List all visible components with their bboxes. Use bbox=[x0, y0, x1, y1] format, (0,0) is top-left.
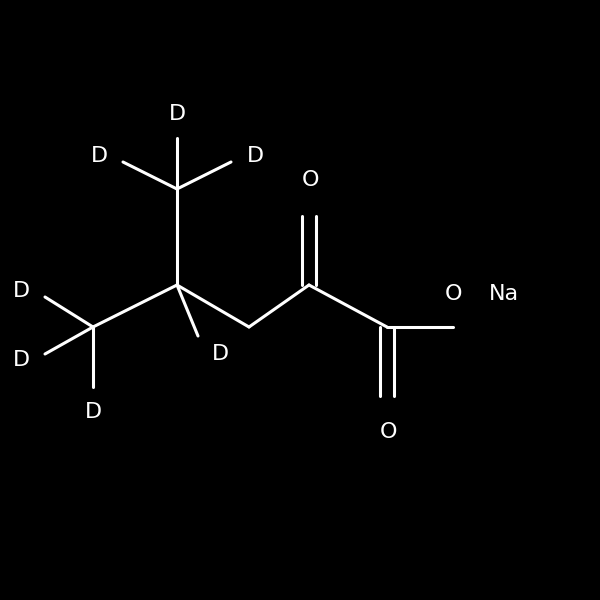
Text: D: D bbox=[169, 104, 185, 124]
Text: D: D bbox=[91, 146, 107, 166]
Text: D: D bbox=[85, 402, 101, 422]
Text: O: O bbox=[302, 170, 320, 190]
Text: O: O bbox=[380, 422, 398, 442]
Text: D: D bbox=[13, 350, 29, 370]
Text: D: D bbox=[212, 344, 229, 364]
Text: O: O bbox=[444, 284, 462, 304]
Text: D: D bbox=[247, 146, 263, 166]
Text: Na: Na bbox=[489, 284, 519, 304]
Text: D: D bbox=[13, 281, 29, 301]
